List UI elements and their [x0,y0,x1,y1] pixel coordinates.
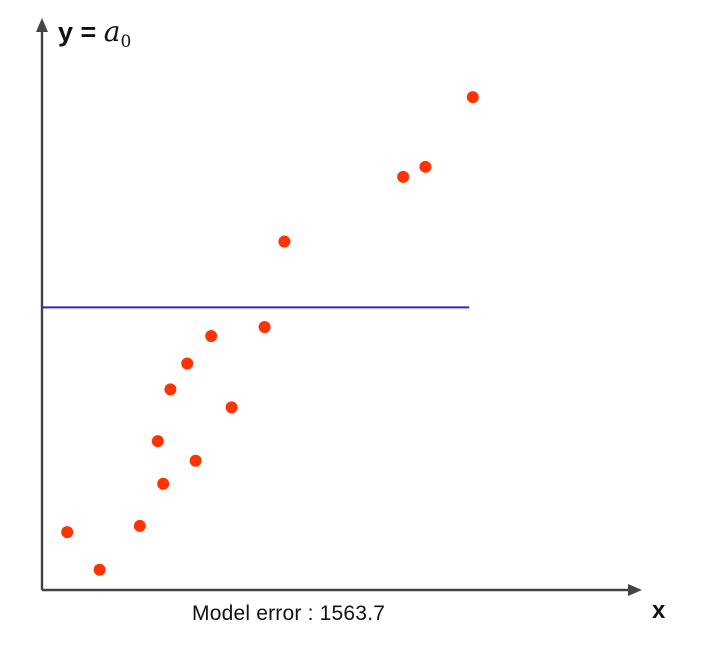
data-point [419,160,432,173]
x-axis-arrow [628,584,642,596]
data-point [93,563,106,576]
y-axis-arrow [36,18,48,32]
data-point [466,91,479,104]
data-point [151,435,164,448]
data-point [189,454,202,467]
data-point [397,170,410,183]
data-point [258,320,271,333]
model-error-label: Model error : 1563.7 [192,602,385,625]
y-axis-label: y = a0 [58,15,131,52]
data-point [157,477,170,490]
data-point [164,383,177,396]
data-point [205,329,218,342]
data-point [278,235,291,248]
data-point [61,526,74,539]
data-point [225,401,238,414]
data-point [181,357,194,370]
data-point [133,519,146,532]
axes [36,18,642,596]
data-points [61,91,479,576]
x-axis-label: x [652,597,666,624]
